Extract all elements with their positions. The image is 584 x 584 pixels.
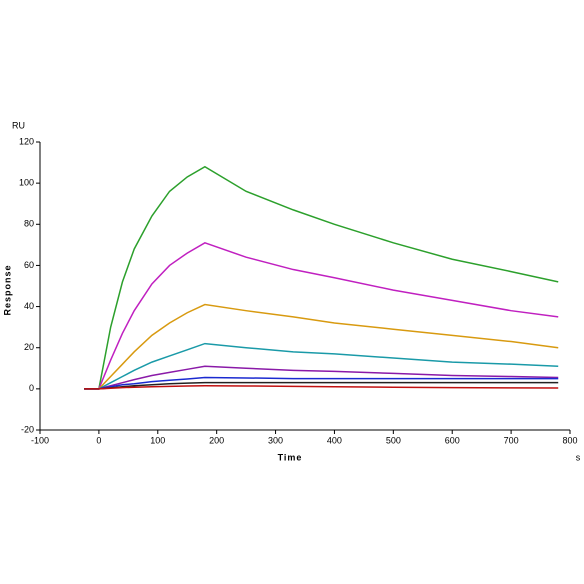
curve xyxy=(84,385,559,390)
curve xyxy=(84,241,559,390)
x-tick-label: 800 xyxy=(562,435,577,445)
y-tick-label: 0 xyxy=(29,383,34,393)
curve xyxy=(84,365,559,390)
y-unit: RU xyxy=(12,120,25,130)
x-tick-label: -100 xyxy=(31,435,49,445)
x-title: Time xyxy=(278,452,303,462)
y-tick-label: 120 xyxy=(19,136,34,146)
y-tick-label: 40 xyxy=(24,301,34,311)
y-tick-label: -20 xyxy=(21,424,34,434)
y-tick-label: 60 xyxy=(24,260,34,270)
curve xyxy=(84,303,559,390)
x-tick-label: 600 xyxy=(445,435,460,445)
x-tick-label: 100 xyxy=(150,435,165,445)
x-tick-label: 700 xyxy=(504,435,519,445)
x-unit: s xyxy=(576,452,581,462)
x-tick-label: 500 xyxy=(386,435,401,445)
y-tick-label: 20 xyxy=(24,342,34,352)
y-tick-label: 100 xyxy=(19,178,34,188)
curve xyxy=(84,165,559,390)
curve xyxy=(84,342,559,390)
x-tick-label: 400 xyxy=(327,435,342,445)
curve xyxy=(84,376,559,390)
x-tick-label: 300 xyxy=(268,435,283,445)
y-title: Response xyxy=(2,264,12,315)
x-tick-label: 200 xyxy=(209,435,224,445)
y-tick-label: 80 xyxy=(24,219,34,229)
x-tick-label: 0 xyxy=(96,435,101,445)
